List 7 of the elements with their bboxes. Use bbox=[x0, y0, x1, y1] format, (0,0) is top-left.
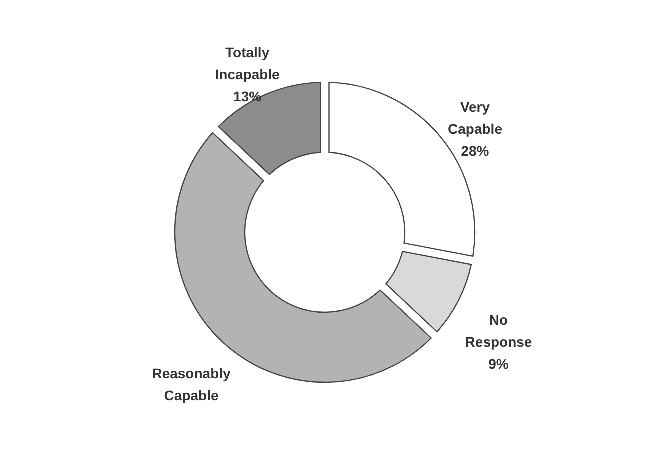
data-label: 28% bbox=[461, 143, 490, 160]
slice-label: Reasonably Capable bbox=[152, 366, 232, 404]
data-label: 9% bbox=[488, 356, 510, 372]
slice-label: Very Capable bbox=[448, 99, 503, 138]
data-label: 13% bbox=[234, 88, 262, 105]
slice-label: No Response bbox=[465, 312, 532, 350]
slice-label: Totally Incapable bbox=[215, 44, 280, 83]
